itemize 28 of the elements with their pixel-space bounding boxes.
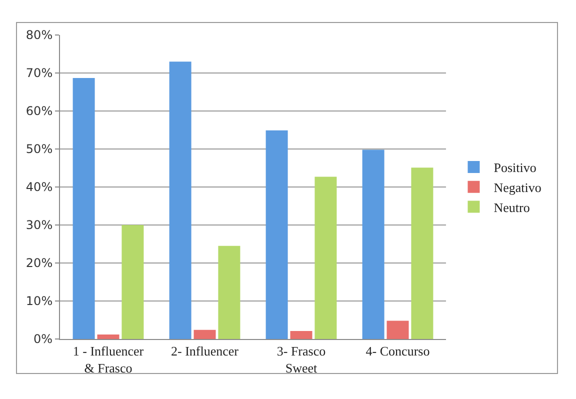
bar bbox=[386, 320, 409, 339]
y-tick-label: 60% bbox=[26, 104, 53, 118]
y-tick-label: 80% bbox=[26, 28, 53, 42]
bar bbox=[72, 78, 95, 339]
x-tick-label: 4- Concurso bbox=[366, 344, 430, 359]
x-tick-label: 3- Frasco Sweet bbox=[276, 344, 326, 376]
y-tick-label: 30% bbox=[26, 218, 53, 232]
y-tick-label: 20% bbox=[26, 256, 53, 270]
bar bbox=[122, 225, 144, 339]
bar bbox=[169, 62, 192, 339]
bar bbox=[411, 168, 434, 339]
bar bbox=[218, 246, 240, 339]
bar bbox=[290, 331, 312, 339]
y-tick-label: 40% bbox=[26, 180, 53, 194]
x-tick-label: 1 - Influencer & Frasco bbox=[72, 344, 144, 376]
bar bbox=[97, 334, 120, 339]
y-tick-label: 50% bbox=[26, 142, 53, 156]
y-tick-label: 70% bbox=[26, 66, 53, 80]
bar bbox=[362, 150, 384, 339]
legend-label: Neutro bbox=[494, 200, 530, 215]
bar bbox=[194, 330, 216, 339]
legend-label: Negativo bbox=[494, 180, 542, 195]
bar bbox=[314, 176, 337, 339]
bar bbox=[266, 130, 288, 339]
x-tick-label: 2- Influencer bbox=[171, 344, 240, 359]
y-tick-label: 0% bbox=[34, 332, 53, 346]
y-tick-label: 10% bbox=[26, 294, 53, 308]
legend-label: Positivo bbox=[494, 160, 536, 176]
